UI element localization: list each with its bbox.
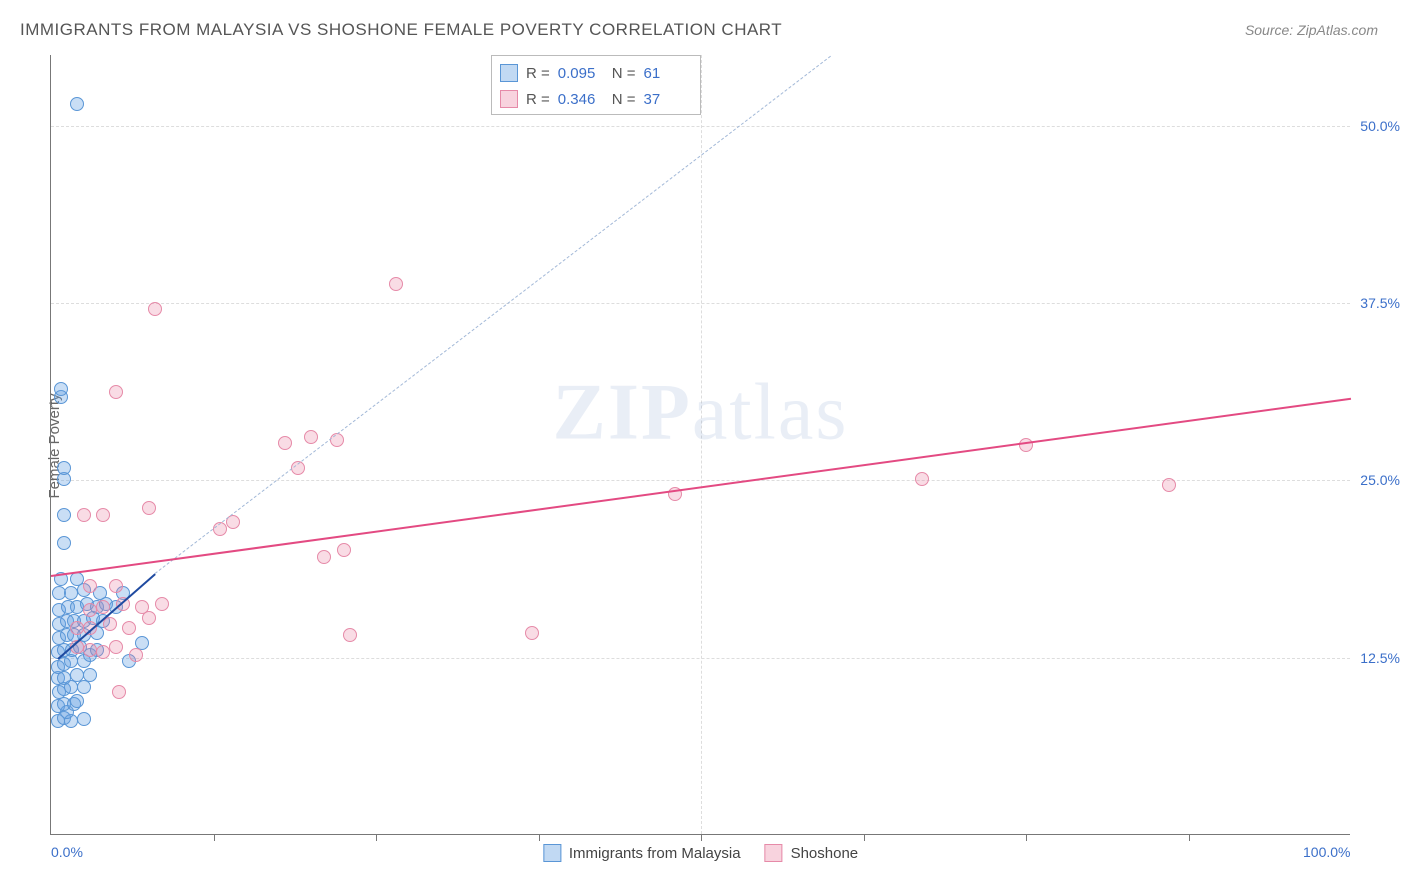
data-point xyxy=(135,600,149,614)
y-tick-label: 25.0% xyxy=(1352,472,1400,488)
watermark-light: atlas xyxy=(692,369,849,457)
legend-r-key: R = xyxy=(526,65,550,82)
data-point xyxy=(525,626,539,640)
data-point xyxy=(57,461,71,475)
data-point xyxy=(83,643,97,657)
y-tick-label: 12.5% xyxy=(1352,650,1400,666)
scatter-plot: ZIPatlas R = 0.095 N = 61 R = 0.346 N = … xyxy=(50,55,1350,835)
legend-n-key: N = xyxy=(612,91,636,108)
trend-line xyxy=(155,55,832,573)
legend-n-key: N = xyxy=(612,65,636,82)
data-point xyxy=(77,712,91,726)
data-point xyxy=(317,550,331,564)
data-point xyxy=(330,433,344,447)
x-tick-label: 100.0% xyxy=(1303,844,1350,860)
data-point xyxy=(57,536,71,550)
data-point xyxy=(70,621,84,635)
data-point xyxy=(96,645,110,659)
data-point xyxy=(96,508,110,522)
legend-r-value: 0.095 xyxy=(558,65,604,82)
swatch-icon xyxy=(500,64,518,82)
legend-item-series1: Immigrants from Malaysia xyxy=(543,844,741,862)
data-point xyxy=(155,597,169,611)
data-point xyxy=(129,648,143,662)
legend-item-series2: Shoshone xyxy=(765,844,859,862)
x-tick-mark xyxy=(864,834,865,841)
y-tick-label: 37.5% xyxy=(1352,295,1400,311)
legend-label: Immigrants from Malaysia xyxy=(569,845,741,862)
swatch-icon xyxy=(500,90,518,108)
data-point xyxy=(83,603,97,617)
data-point xyxy=(343,628,357,642)
x-tick-mark xyxy=(376,834,377,841)
gridline-v xyxy=(701,55,702,834)
x-tick-mark xyxy=(1189,834,1190,841)
correlation-legend: R = 0.095 N = 61 R = 0.346 N = 37 xyxy=(491,55,701,115)
chart-container: IMMIGRANTS FROM MALAYSIA VS SHOSHONE FEM… xyxy=(0,0,1406,892)
data-point xyxy=(337,543,351,557)
watermark-bold: ZIP xyxy=(553,369,692,457)
data-point xyxy=(122,621,136,635)
data-point xyxy=(109,385,123,399)
data-point xyxy=(112,685,126,699)
data-point xyxy=(389,277,403,291)
data-point xyxy=(304,430,318,444)
legend-label: Shoshone xyxy=(791,845,859,862)
x-tick-label: 0.0% xyxy=(51,844,83,860)
source-name: ZipAtlas.com xyxy=(1297,22,1378,38)
y-tick-label: 50.0% xyxy=(1352,118,1400,134)
x-tick-mark xyxy=(539,834,540,841)
data-point xyxy=(135,636,149,650)
data-point xyxy=(1162,478,1176,492)
data-point xyxy=(54,382,68,396)
data-point xyxy=(109,640,123,654)
data-point xyxy=(70,97,84,111)
data-point xyxy=(148,302,162,316)
data-point xyxy=(83,668,97,682)
x-tick-mark xyxy=(1026,834,1027,841)
x-tick-mark xyxy=(701,834,702,841)
x-tick-mark xyxy=(214,834,215,841)
chart-title: IMMIGRANTS FROM MALAYSIA VS SHOSHONE FEM… xyxy=(20,20,782,40)
source-attribution: Source: ZipAtlas.com xyxy=(1245,22,1378,38)
data-point xyxy=(142,501,156,515)
data-point xyxy=(915,472,929,486)
legend-row-series2: R = 0.346 N = 37 xyxy=(500,86,690,112)
data-point xyxy=(278,436,292,450)
legend-n-value: 61 xyxy=(644,65,690,82)
data-point xyxy=(83,579,97,593)
legend-r-key: R = xyxy=(526,91,550,108)
data-point xyxy=(96,600,110,614)
data-point xyxy=(77,508,91,522)
swatch-icon xyxy=(765,844,783,862)
data-point xyxy=(64,586,78,600)
series-legend: Immigrants from Malaysia Shoshone xyxy=(543,844,858,862)
swatch-icon xyxy=(543,844,561,862)
legend-row-series1: R = 0.095 N = 61 xyxy=(500,60,690,86)
data-point xyxy=(109,579,123,593)
data-point xyxy=(70,694,84,708)
legend-r-value: 0.346 xyxy=(558,91,604,108)
source-prefix: Source: xyxy=(1245,22,1297,38)
data-point xyxy=(57,508,71,522)
data-point xyxy=(70,668,84,682)
legend-n-value: 37 xyxy=(644,91,690,108)
